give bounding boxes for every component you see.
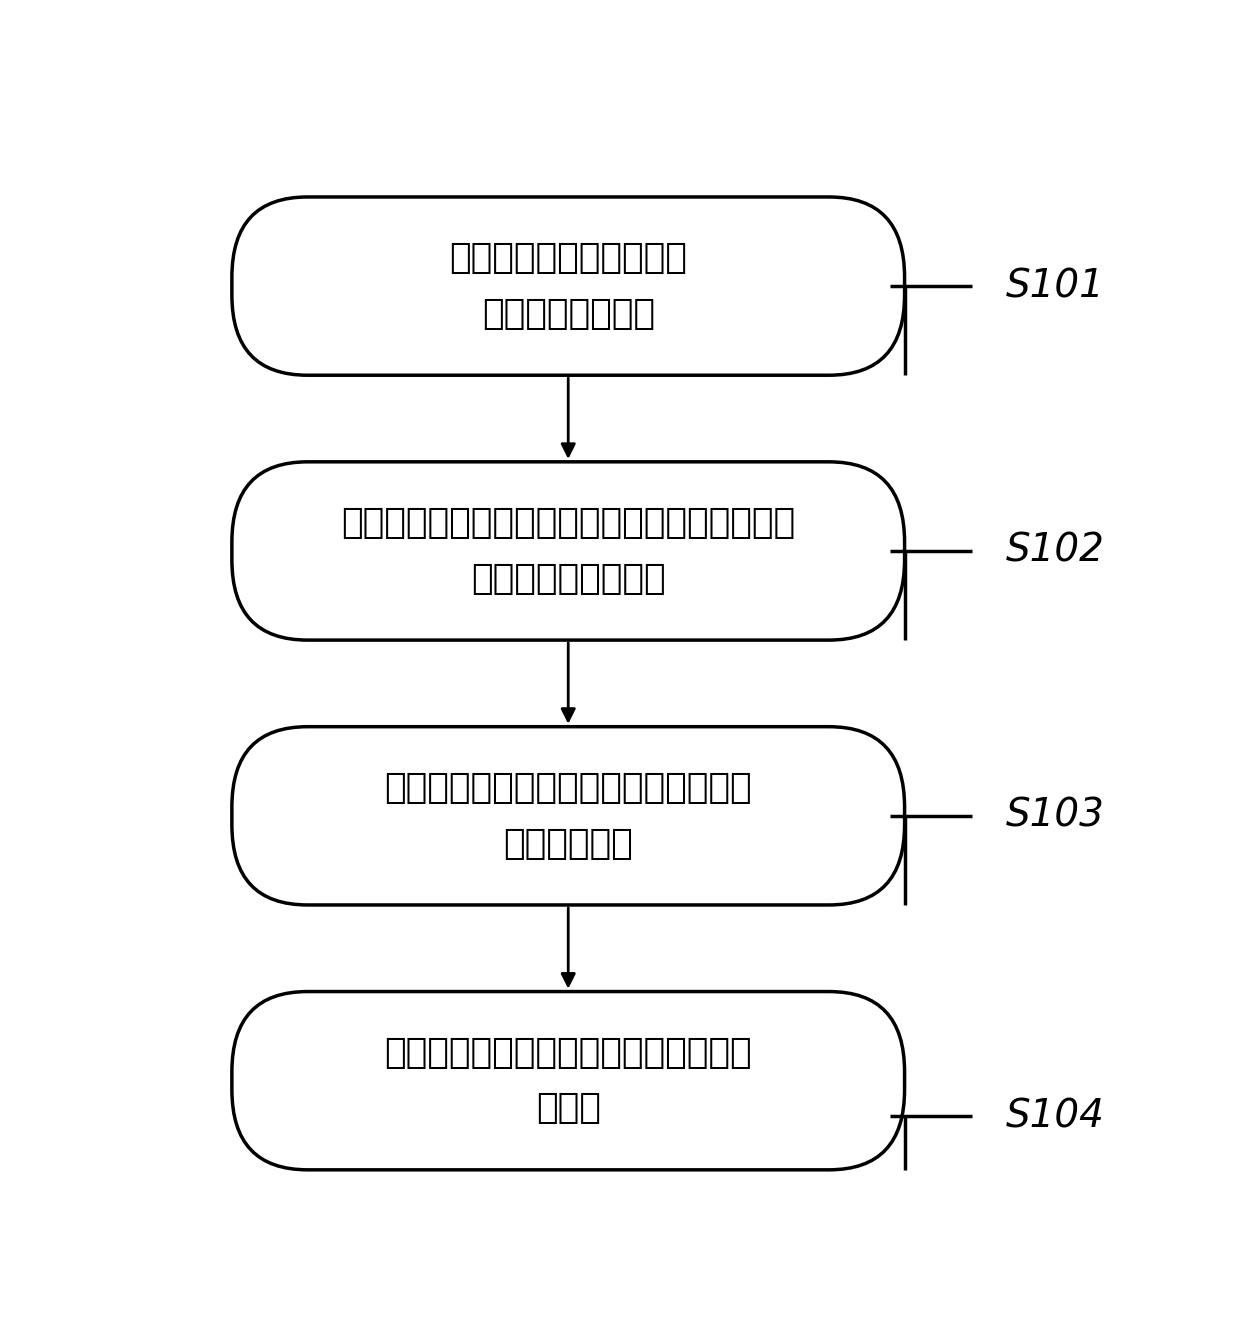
FancyBboxPatch shape <box>232 991 905 1170</box>
FancyBboxPatch shape <box>232 726 905 905</box>
Text: 根据一系列目标牙列数字模型制造牙齿
矫治器: 根据一系列目标牙列数字模型制造牙齿 矫治器 <box>384 1036 751 1126</box>
FancyBboxPatch shape <box>232 197 905 376</box>
Text: 根据混合牙列数字模型产生一系列目标
牙列数字模型: 根据混合牙列数字模型产生一系列目标 牙列数字模型 <box>384 771 751 861</box>
Text: S101: S101 <box>1006 267 1105 306</box>
Text: S102: S102 <box>1006 532 1105 570</box>
FancyBboxPatch shape <box>232 462 905 640</box>
Text: S103: S103 <box>1006 796 1105 835</box>
Text: 构建代表原始牙齿状态的
原始牙列数字模型: 构建代表原始牙齿状态的 原始牙列数字模型 <box>449 241 687 331</box>
Text: 为所述原始牙齿状态中的每一个未萌牙，获取相
应的萌出牙标准模型: 为所述原始牙齿状态中的每一个未萌牙，获取相 应的萌出牙标准模型 <box>341 507 795 595</box>
Text: S104: S104 <box>1006 1097 1105 1135</box>
